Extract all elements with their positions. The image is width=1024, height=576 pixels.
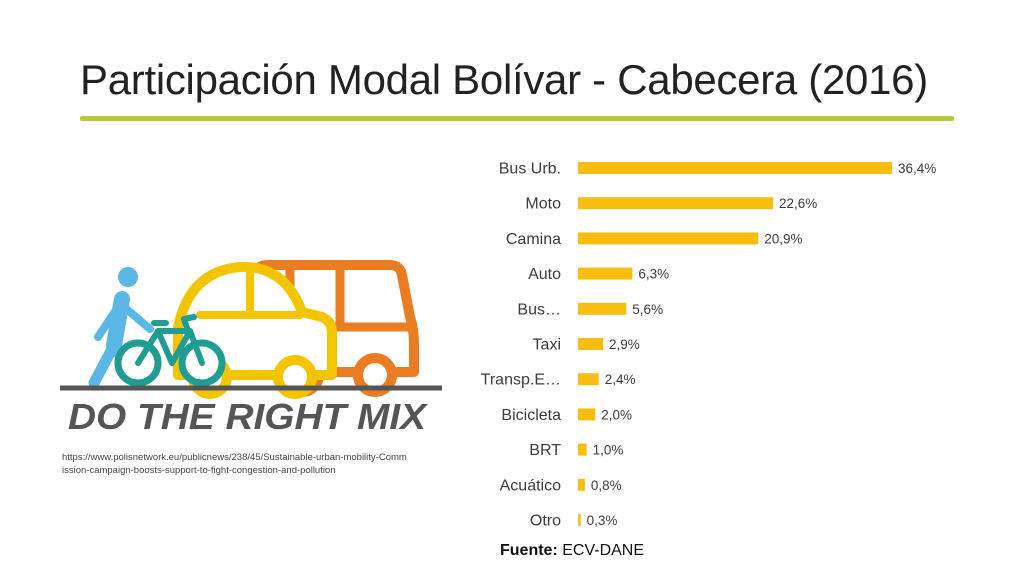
value-label-otro: 0,3%	[587, 513, 618, 528]
source-label: Fuente:	[500, 542, 558, 559]
category-label-bus-urb: Bus Urb.	[499, 161, 561, 178]
source-note: Fuente: ECV-DANE	[500, 542, 644, 560]
category-label-moto: Moto	[525, 196, 561, 213]
bar-taxi	[578, 338, 604, 350]
category-label-camina: Camina	[506, 231, 561, 248]
slide-title: Participación Modal Bolívar - Cabecera (…	[80, 56, 928, 103]
bicycle-icon	[114, 314, 226, 387]
bar-otro	[578, 514, 581, 526]
bar-auto	[578, 267, 633, 280]
value-label-transp-e: 2,4%	[605, 372, 636, 387]
title-underline	[80, 116, 954, 121]
category-label-transp-e: Transp.E…	[481, 372, 561, 389]
bar-transp-e	[578, 373, 599, 386]
bar-bus-urb	[578, 162, 892, 174]
value-label-moto: 22,6%	[779, 196, 817, 211]
banner-text: DO THE RIGHT MIX	[68, 396, 428, 437]
do-the-right-mix-illustration: DO THE RIGHT MIX	[50, 257, 450, 447]
category-label-bus: Bus…	[517, 301, 561, 318]
modal-share-bar-chart: Bus Urb. 36,4% Moto 22,6% Camina 20,9% Auto 6,3…	[460, 140, 960, 543]
value-label-auto: 6,3%	[638, 267, 669, 282]
category-label-otro: Otro	[530, 513, 561, 530]
category-label-auto: Auto	[528, 266, 561, 283]
category-label-taxi: Taxi	[533, 337, 561, 354]
bar-moto	[578, 197, 773, 210]
value-label-bus-urb: 36,4%	[898, 161, 936, 176]
value-label-bus: 5,6%	[632, 302, 663, 317]
bar-acu-tico	[578, 478, 585, 491]
value-label-bicicleta: 2,0%	[601, 407, 632, 422]
value-label-brt: 1,0%	[593, 443, 624, 458]
bar-camina	[578, 232, 759, 245]
image-source-caption: https://www.polisnetwork.eu/publicnews/2…	[62, 452, 407, 476]
source-text: ECV-DANE	[562, 542, 645, 559]
bar-bus	[578, 302, 627, 315]
category-label-acu-tico: Acuático	[500, 477, 561, 494]
bar-brt	[578, 443, 587, 456]
value-label-acu-tico: 0,8%	[591, 478, 622, 493]
category-label-bicicleta: Bicicleta	[501, 407, 561, 424]
value-label-taxi: 2,9%	[609, 337, 640, 352]
category-label-brt: BRT	[529, 442, 561, 459]
value-label-camina: 20,9%	[764, 231, 802, 246]
bar-bicicleta	[578, 408, 596, 421]
